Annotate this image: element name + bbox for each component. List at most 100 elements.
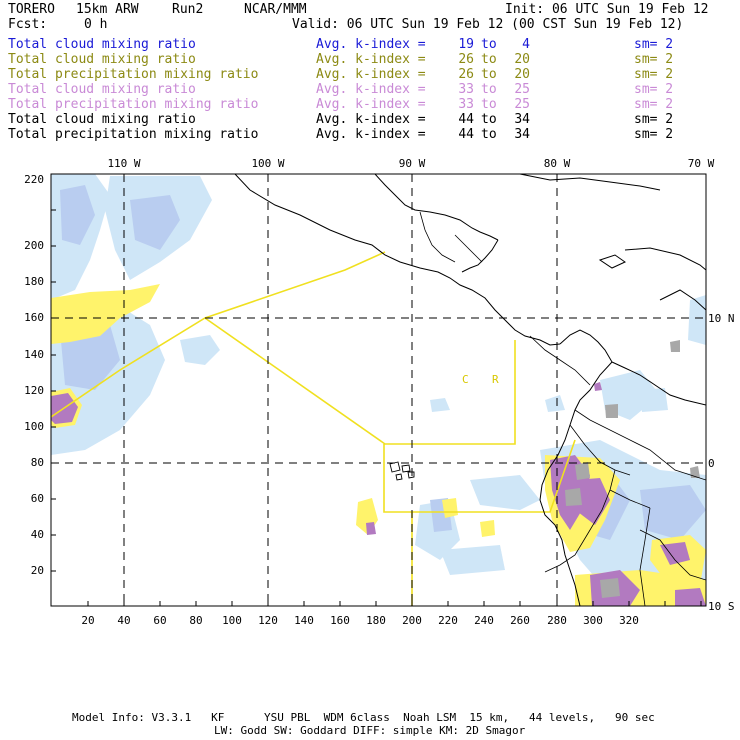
latitude-label: 10 S [708,600,735,613]
field-k2: 4 [522,37,530,52]
field-row: Total cloud mixing ratio Avg. k-index = … [8,82,673,202]
field-label: Total cloud mixing ratio [8,52,196,67]
longitude-label: 100 W [251,157,285,170]
field-k2: 25 [514,82,530,97]
field-to: to [481,112,497,127]
field-avg: Avg. k-index = [316,82,426,97]
x-tick-label: 40 [117,614,131,627]
x-tick-label: 80 [189,614,203,627]
country-border [419,211,706,606]
field-k1: 26 [458,67,474,82]
x-tick-label: 160 [330,614,350,627]
longitude-label: 90 W [398,157,426,170]
y-tick-label: 80 [30,456,44,469]
forecast-label: Fcst: [8,17,48,32]
y-tick-label: 60 [30,492,44,505]
longitude-label: 110 W [107,157,141,170]
map-frame [50,173,707,607]
field-sm: sm= 2 [634,37,674,52]
field-avg: Avg. k-index = [316,52,426,67]
center-label: NCAR/MMM [244,2,307,17]
model-resolution: 15km ARW [76,2,139,17]
field-to: to [481,82,497,97]
field-avg: Avg. k-index = [316,97,426,112]
x-tick-label: 100 [222,614,242,627]
field-avg: Avg. k-index = [316,37,426,52]
latitude-label: 0 [708,457,715,470]
x-tick-marks [87,601,702,606]
field-row: Total precipitation mixing ratio Avg. k-… [8,67,673,187]
field-sm: sm= 2 [634,97,674,112]
longitude-label: 80 W [543,157,571,170]
field-k1: 33 [458,82,474,97]
field-sm: sm= 2 [634,112,674,127]
field-avg: Avg. k-index = [316,112,426,127]
y-tick-label: 140 [24,348,44,361]
field-label: Total precipitation mixing ratio [8,97,259,112]
field-avg: Avg. k-index = [316,67,426,82]
init-time: Init: 06 UTC Sun 19 Feb 12 [505,2,709,17]
physics-info: LW: Godd SW: Goddard DIFF: simple KM: 2D… [214,724,526,737]
x-tick-label: 320 [619,614,639,627]
run-label: Run2 [172,2,204,17]
field-label: Total precipitation mixing ratio [8,67,259,82]
x-tick-label: 220 [438,614,458,627]
field-sm: sm= 2 [634,67,674,82]
model-name: TORERO [8,2,55,17]
precip-field-gray [565,340,700,598]
field-k1: 33 [458,97,474,112]
field-row: Total cloud mixing ratio Avg. k-index = … [8,37,673,157]
region-label: R [492,373,499,386]
x-tick-label: 200 [402,614,422,627]
field-to: to [481,67,497,82]
field-label: Total cloud mixing ratio [8,112,196,127]
x-tick-label: 20 [81,614,95,627]
field-label: Total cloud mixing ratio [8,37,196,52]
field-k2: 34 [514,112,530,127]
y-tick-marks [51,173,56,572]
field-k1: 44 [458,127,474,142]
region-label: C [462,373,469,386]
field-label: Total cloud mixing ratio [8,82,196,97]
field-sm: sm= 2 [634,52,674,67]
x-tick-label: 140 [294,614,314,627]
field-k1: 44 [458,112,474,127]
field-k2: 34 [514,127,530,142]
lat-lon-grid [51,174,706,606]
x-tick-label: 280 [547,614,567,627]
field-to: to [481,37,497,52]
field-row: Total precipitation mixing ratio Avg. k-… [8,127,673,247]
y-tick-label: 160 [24,311,44,324]
field-avg: Avg. k-index = [316,127,426,142]
field-k2: 20 [514,52,530,67]
y-tick-label: 20 [30,564,44,577]
x-tick-label: 300 [583,614,603,627]
field-k2: 20 [514,67,530,82]
x-tick-label: 180 [366,614,386,627]
model-info: Model Info: V3.3.1 KF YSU PBL WDM 6class… [72,711,655,724]
latitude-label: 10 N [708,312,735,325]
y-tick-label: 200 [24,239,44,252]
y-tick-label: 220 [24,173,44,186]
x-tick-label: 260 [510,614,530,627]
field-label: Total precipitation mixing ratio [8,127,259,142]
field-to: to [481,52,497,67]
field-row: Total cloud mixing ratio Avg. k-index = … [8,52,673,172]
valid-time: Valid: 06 UTC Sun 19 Feb 12 (00 CST Sun … [292,17,684,32]
field-to: to [481,127,497,142]
field-sm: sm= 2 [634,82,674,97]
x-tick-label: 60 [153,614,167,627]
field-row: Total precipitation mixing ratio Avg. k-… [8,97,673,217]
forecast-hour: 0 h [84,17,108,32]
field-k1: 26 [458,52,474,67]
longitude-label: 70 W [687,157,715,170]
x-tick-label: 240 [474,614,494,627]
field-k1: 19 [458,37,474,52]
galapagos-islands [389,461,415,481]
y-tick-label: 100 [24,420,44,433]
x-tick-label: 120 [258,614,278,627]
field-k2: 25 [514,97,530,112]
y-tick-label: 40 [30,528,44,541]
y-tick-label: 120 [24,384,44,397]
